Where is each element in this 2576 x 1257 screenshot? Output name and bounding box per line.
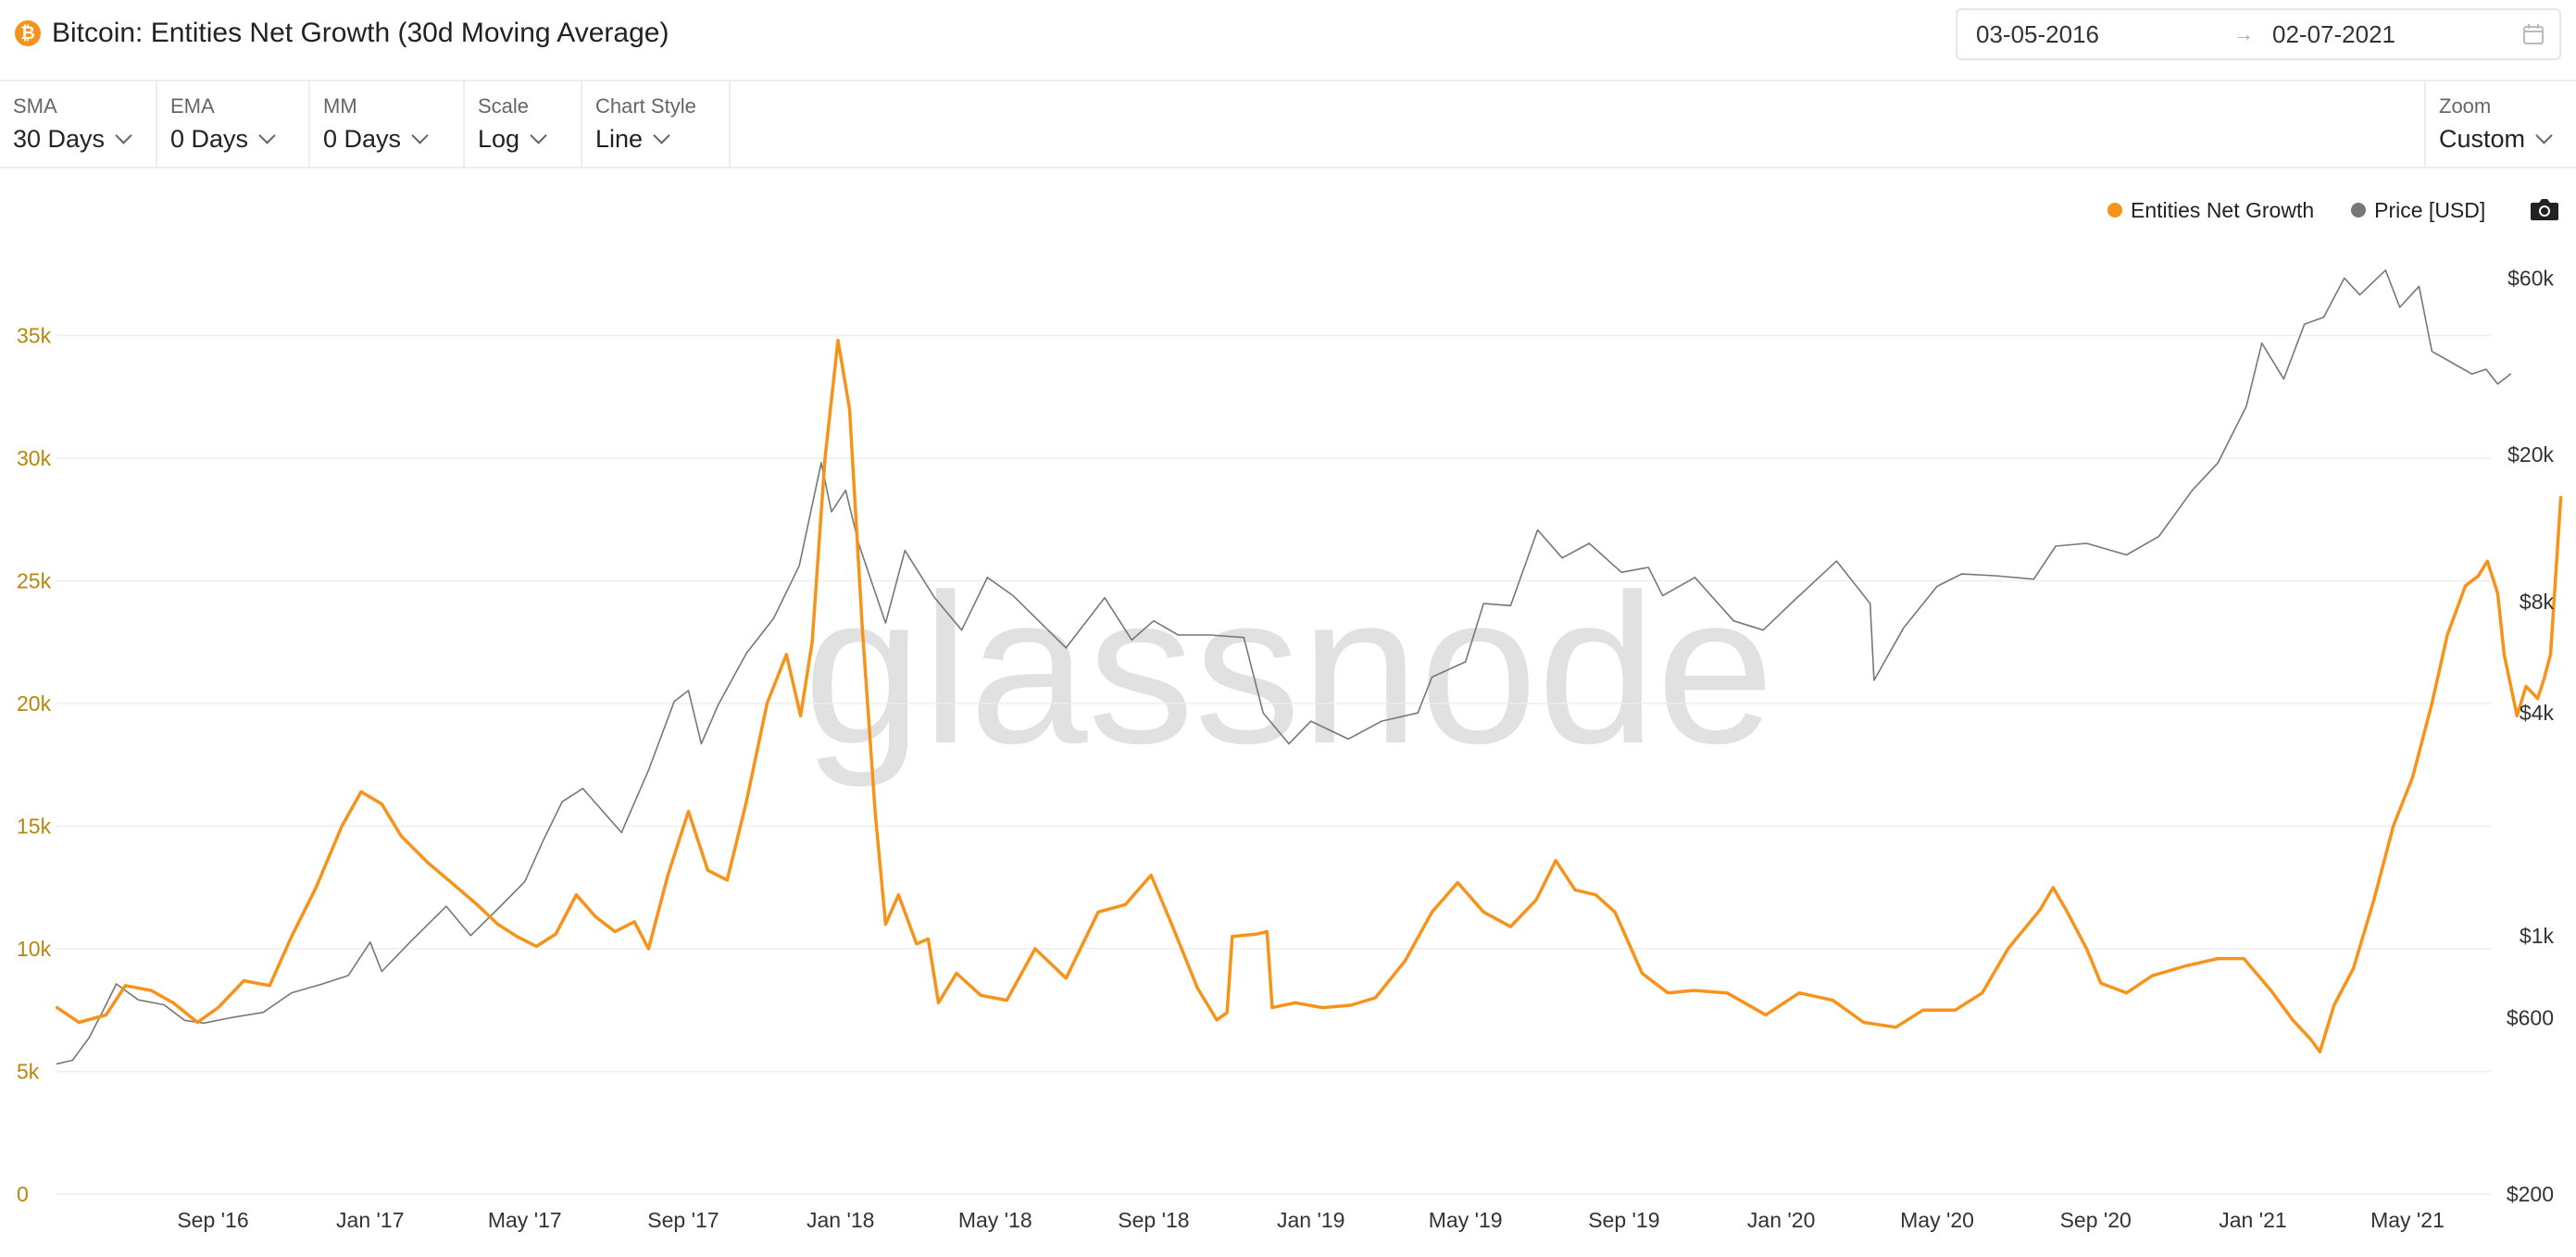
x-tick-label: Jan '21 bbox=[2219, 1208, 2286, 1232]
ema-select[interactable]: EMA 0 Days bbox=[157, 81, 310, 167]
watermark: glassnode bbox=[804, 550, 1775, 788]
legend-label-growth: Entities Net Growth bbox=[2131, 197, 2315, 222]
zoom-select[interactable]: Zoom Custom bbox=[2424, 81, 2576, 167]
scale-value[interactable]: Log bbox=[478, 124, 547, 154]
y-right-tick-label: $1k bbox=[2520, 924, 2555, 948]
x-tick-label: May '19 bbox=[1429, 1208, 1503, 1232]
x-tick-label: Sep '16 bbox=[177, 1208, 248, 1232]
zoom-value[interactable]: Custom bbox=[2439, 124, 2553, 154]
chevron-down-icon bbox=[258, 127, 276, 144]
x-tick-label: Jan '20 bbox=[1747, 1208, 1815, 1232]
chart-toolbar: SMA 30 Days EMA 0 Days MM 0 Days Scale L… bbox=[0, 81, 2576, 168]
series-line-price bbox=[56, 269, 2512, 1065]
y-right-tick-label: $20k bbox=[2507, 442, 2554, 467]
legend-item-price[interactable]: Price [USD] bbox=[2351, 198, 2485, 223]
x-tick-label: Jan '17 bbox=[336, 1208, 404, 1232]
y-right-tick-label: $600 bbox=[2507, 1005, 2554, 1029]
chart-header: ₿ Bitcoin: Entities Net Growth (30d Movi… bbox=[0, 0, 2576, 81]
date-end-input[interactable]: 02-07-2021 bbox=[2272, 20, 2395, 48]
y-right-tick-label: $200 bbox=[2507, 1182, 2554, 1206]
y-left-tick-label: 25k bbox=[17, 569, 52, 593]
x-tick-label: Sep '18 bbox=[1118, 1208, 1189, 1232]
x-tick-label: May '18 bbox=[958, 1208, 1032, 1232]
chart-style-select[interactable]: Chart Style Line bbox=[582, 81, 731, 167]
mm-label: MM bbox=[323, 94, 357, 118]
x-tick-label: Jan '18 bbox=[807, 1208, 874, 1232]
chart-style-label: Chart Style bbox=[595, 94, 696, 118]
ema-label: EMA bbox=[170, 94, 215, 118]
y-right-tick-label: $4k bbox=[2520, 701, 2555, 725]
chevron-down-icon bbox=[411, 127, 429, 144]
date-range-arrow-icon: → bbox=[2233, 22, 2254, 45]
entities-net-growth-chart[interactable]: glassnode 0 5k 10k 15k 20k 25k 30k 35k $200 $600 $… bbox=[0, 168, 2576, 1257]
calendar-icon[interactable] bbox=[2522, 23, 2545, 45]
x-tick-label: Jan '19 bbox=[1277, 1208, 1344, 1232]
mm-value[interactable]: 0 Days bbox=[323, 124, 429, 154]
legend-item-growth[interactable]: Entities Net Growth bbox=[2107, 198, 2314, 223]
page-title: Bitcoin: Entities Net Growth (30d Moving… bbox=[52, 18, 669, 48]
y-left-tick-label: 10k bbox=[17, 937, 52, 961]
sma-select[interactable]: SMA 30 Days bbox=[0, 81, 157, 167]
x-tick-label: May '21 bbox=[2370, 1208, 2445, 1232]
x-tick-label: Sep '17 bbox=[647, 1208, 719, 1232]
zoom-label: Zoom bbox=[2439, 94, 2492, 118]
y-right-tick-label: $8k bbox=[2520, 590, 2555, 614]
x-tick-label: Sep '19 bbox=[1588, 1208, 1659, 1232]
date-start-input[interactable]: 03-05-2016 bbox=[1976, 20, 2099, 48]
scale-select[interactable]: Scale Log bbox=[465, 81, 582, 167]
legend-dot-growth bbox=[2107, 203, 2122, 218]
legend-label-price: Price [USD] bbox=[2374, 197, 2486, 222]
chevron-down-icon bbox=[530, 127, 547, 144]
mm-select[interactable]: MM 0 Days bbox=[310, 81, 465, 167]
x-tick-label: May '17 bbox=[488, 1208, 562, 1232]
chevron-down-icon bbox=[653, 127, 670, 144]
y-left-tick-label: 35k bbox=[17, 324, 52, 348]
chevron-down-icon bbox=[115, 127, 132, 144]
x-tick-label: May '20 bbox=[1900, 1208, 1974, 1232]
y-left-tick-label: 15k bbox=[17, 815, 52, 839]
legend-dot-price bbox=[2351, 203, 2367, 218]
x-tick-label: Sep '20 bbox=[2060, 1208, 2132, 1232]
camera-icon[interactable] bbox=[2530, 196, 2559, 222]
chart-style-value[interactable]: Line bbox=[595, 124, 670, 154]
date-range-picker[interactable]: 03-05-2016 → 02-07-2021 bbox=[1956, 8, 2561, 60]
y-left-tick-label: 30k bbox=[17, 446, 52, 470]
chevron-down-icon bbox=[2535, 127, 2553, 144]
sma-value[interactable]: 30 Days bbox=[13, 124, 132, 154]
chart-grid bbox=[56, 334, 2491, 1195]
series-line-entities-net-growth bbox=[55, 339, 2563, 1054]
bitcoin-icon: ₿ bbox=[15, 20, 41, 46]
y-right-tick-label: $60k bbox=[2507, 266, 2554, 290]
ema-value[interactable]: 0 Days bbox=[170, 124, 276, 154]
scale-label: Scale bbox=[478, 94, 530, 118]
chart-legend: Entities Net Growth Price [USD] bbox=[2107, 194, 2485, 226]
chart-axes: 0 5k 10k 15k 20k 25k 30k 35k $200 $600 $1k $4k $8k $2… bbox=[17, 266, 2554, 1232]
y-left-tick-label: 20k bbox=[17, 691, 52, 716]
chart-plot bbox=[55, 269, 2563, 1065]
sma-label: SMA bbox=[13, 94, 57, 118]
y-left-tick-label: 0 bbox=[17, 1182, 29, 1206]
y-left-tick-label: 5k bbox=[17, 1060, 40, 1084]
